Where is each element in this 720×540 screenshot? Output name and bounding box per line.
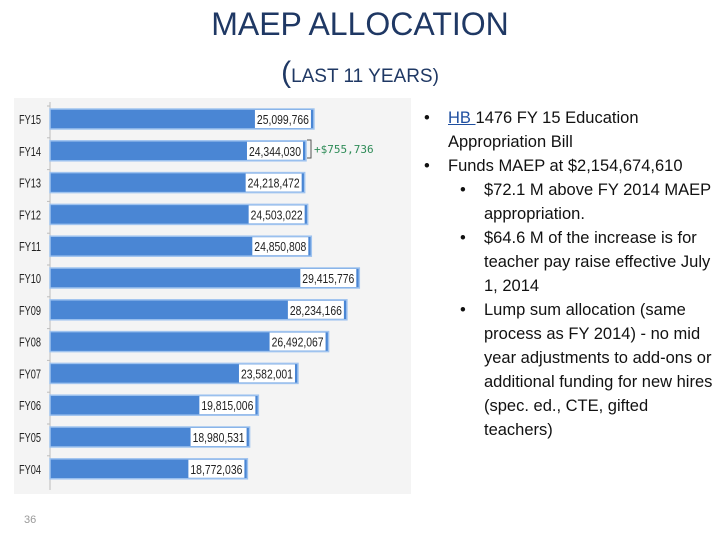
data-label-box — [287, 300, 344, 319]
bullet-hb1476: • HB 1476 FY 15 Education Appropriation … — [418, 106, 718, 154]
data-label: 25,099,766 — [257, 113, 309, 127]
data-label-box — [269, 332, 326, 351]
data-label: 24,503,022 — [251, 208, 303, 222]
page-subtitle: (LAST 11 YEARS) — [0, 56, 720, 90]
bullet-dot: • — [460, 301, 466, 319]
bullet-dot: • — [460, 229, 466, 247]
bullet-hb1476-text: 1476 FY 15 Education Appropriation Bill — [448, 109, 639, 151]
data-label-box — [246, 141, 303, 160]
bar — [49, 267, 361, 289]
bar — [49, 330, 330, 353]
hb-link[interactable]: HB — [448, 109, 476, 127]
data-label: 26,492,067 — [272, 336, 324, 350]
data-label: 18,772,036 — [190, 463, 242, 477]
bar — [49, 171, 306, 194]
category-label: FY04 — [19, 463, 41, 477]
data-label-box — [245, 173, 302, 192]
category-label: FY06 — [19, 399, 41, 413]
bullet-dot: • — [460, 181, 466, 199]
category-label: FY08 — [19, 336, 41, 350]
data-label: 23,582,001 — [241, 367, 293, 381]
subbullet-payraise: • $64.6 M of the increase is for teacher… — [418, 226, 718, 298]
bullet-dot: • — [424, 109, 430, 127]
subtitle-text: LAST 11 YEARS) — [291, 66, 439, 87]
bar — [49, 235, 313, 257]
data-label: 24,850,808 — [254, 240, 306, 254]
data-label-box — [300, 269, 357, 287]
data-label-box — [188, 459, 245, 478]
bar — [49, 299, 348, 321]
category-label: FY12 — [19, 208, 41, 222]
bar-chart: FY15 25,099,766 FY14 24,344,030 FY13 24,218,4… — [14, 98, 411, 494]
category-label: FY14 — [19, 145, 41, 159]
subbullet-lumpsum: • Lump sum allocation (same process as F… — [418, 298, 718, 442]
page-number: 36 — [24, 514, 37, 526]
subtitle-paren: ( — [281, 56, 292, 89]
data-label: 29,415,776 — [302, 272, 354, 286]
bar — [49, 362, 299, 385]
category-label: FY13 — [19, 177, 41, 191]
subbullet-increase: • $72.1 M above FY 2014 MAEP appropriati… — [418, 178, 718, 226]
page-title: MAEP ALLOCATION — [211, 6, 509, 42]
chart-canvas: FY15 25,099,766 FY14 24,344,030 FY13 24,218,4… — [19, 102, 374, 490]
bullet-dot: • — [424, 157, 430, 175]
subbullet-increase-text: $72.1 M above FY 2014 MAEP appropriation… — [484, 181, 711, 223]
data-label: 24,218,472 — [248, 177, 300, 191]
data-label-box — [199, 396, 256, 415]
category-label: FY05 — [19, 431, 41, 445]
data-label-box — [254, 110, 311, 128]
category-label: FY10 — [19, 272, 41, 286]
data-label-box — [252, 237, 309, 256]
bar — [49, 203, 309, 226]
category-label: FY15 — [19, 113, 41, 127]
data-label-box — [190, 428, 247, 446]
bullet-funds-text: Funds MAEP at $2,154,674,610 — [448, 157, 683, 175]
bullet-list: • HB 1476 FY 15 Education Appropriation … — [418, 106, 718, 442]
difference-bracket — [307, 139, 312, 159]
data-label-box — [238, 364, 295, 383]
data-label: 19,815,006 — [201, 399, 253, 413]
data-label: 28,234,166 — [290, 304, 342, 318]
data-label-box — [248, 205, 305, 224]
category-label: FY09 — [19, 304, 41, 318]
difference-annotation: +$755,736 — [314, 143, 374, 156]
bullet-funds: • Funds MAEP at $2,154,674,610 — [418, 154, 718, 178]
bar — [49, 140, 307, 162]
data-label: 24,344,030 — [249, 145, 301, 159]
category-label: FY07 — [19, 367, 41, 381]
category-label: FY11 — [19, 240, 41, 254]
data-label: 18,980,531 — [193, 431, 245, 445]
subbullet-payraise-text: $64.6 M of the increase is for teacher p… — [484, 229, 711, 295]
subbullet-lumpsum-text: Lump sum allocation (same process as FY … — [484, 301, 713, 439]
bar — [49, 108, 315, 130]
